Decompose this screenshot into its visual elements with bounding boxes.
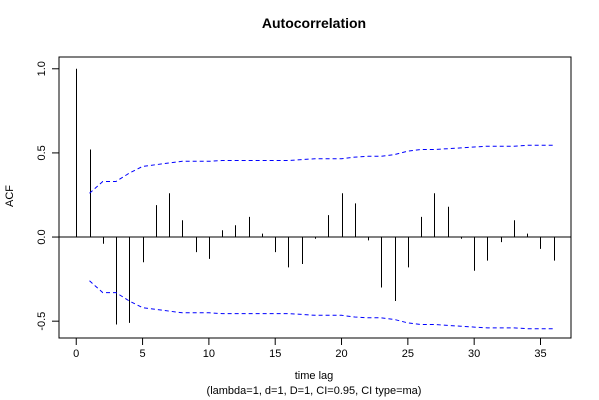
x-tick-label-10: 10 — [203, 348, 215, 360]
x-tick-label-15: 15 — [269, 348, 281, 360]
y-tick-label-0: -0.5 — [36, 312, 48, 331]
y-tick-label-3: 1.0 — [36, 61, 48, 76]
x-tick-label-35: 35 — [534, 348, 546, 360]
x-tick-label-0: 0 — [73, 348, 79, 360]
y-tick-label-2: 0.5 — [36, 145, 48, 160]
x-tick-label-5: 5 — [140, 348, 146, 360]
x-tick-label-25: 25 — [402, 348, 414, 360]
x-tick-label-20: 20 — [335, 348, 347, 360]
y-tick-label-1: 0.0 — [36, 229, 48, 244]
ci-upper-line — [89, 144, 554, 194]
chart-subtitle: (lambda=1, d=1, D=1, CI=0.95, CI type=ma… — [207, 385, 422, 397]
x-tick-label-30: 30 — [468, 348, 480, 360]
chart-marks — [59, 68, 571, 330]
plot-frame — [58, 56, 572, 339]
y-axis-label: ACF — [4, 185, 16, 207]
x-axis-label: time lag — [295, 370, 334, 382]
chart-title: Autocorrelation — [262, 15, 366, 31]
ci-lower-line — [89, 280, 554, 330]
chart-axes: 0 5 10 15 20 25 30 35 -0.5 0.0 0.5 1.0 — [36, 61, 547, 360]
